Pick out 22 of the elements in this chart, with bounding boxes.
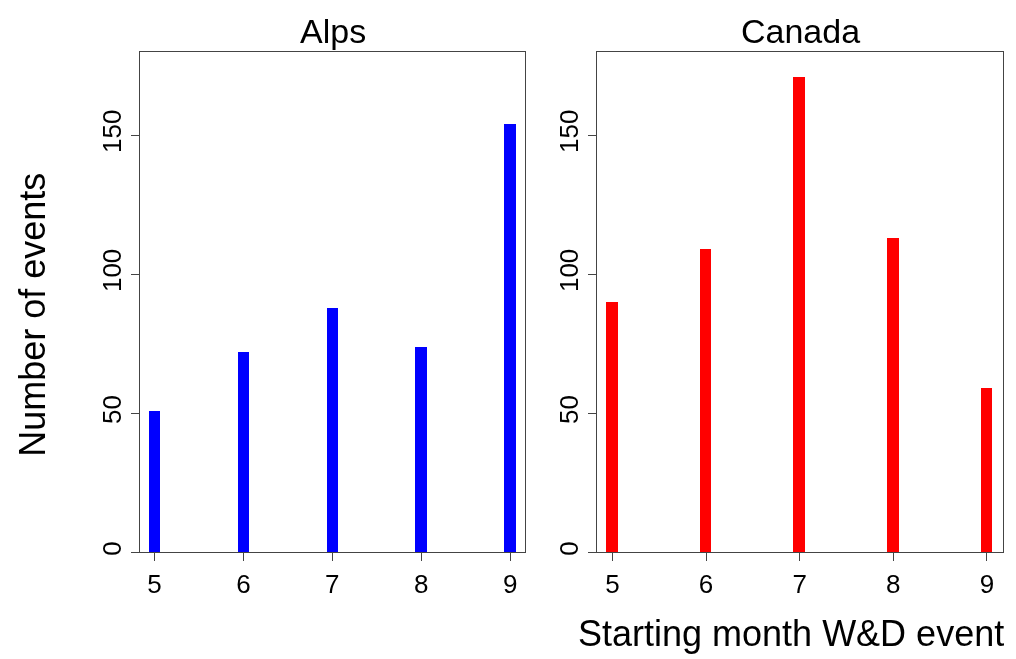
chart-title: Canada <box>741 12 861 50</box>
y-tick-label: 150 <box>96 109 127 154</box>
x-tick-label: 7 <box>792 568 807 599</box>
y-tick-label: 0 <box>554 541 585 556</box>
x-tick-label: 6 <box>236 568 251 599</box>
x-tick-label: 8 <box>413 568 429 599</box>
y-axis-title: Number of events <box>12 172 54 457</box>
y-tick-label: 100 <box>554 248 585 293</box>
chart-title: Alps <box>300 12 367 50</box>
y-tick-label: 0 <box>96 541 127 556</box>
x-tick-label: 7 <box>325 568 340 599</box>
x-tick-label: 5 <box>605 568 620 599</box>
x-tick-label: 8 <box>886 568 901 599</box>
y-tick-label: 100 <box>96 248 127 293</box>
y-tick-label: 50 <box>96 394 127 424</box>
y-tick-label: 150 <box>554 109 585 154</box>
x-tick-label: 9 <box>502 568 518 599</box>
x-tick-label: 6 <box>698 568 714 599</box>
y-tick-label: 50 <box>554 394 585 424</box>
x-tick-label: 5 <box>147 568 162 599</box>
x-axis-title: Starting month W&D event <box>578 613 1005 654</box>
x-tick-label: 9 <box>979 568 995 599</box>
